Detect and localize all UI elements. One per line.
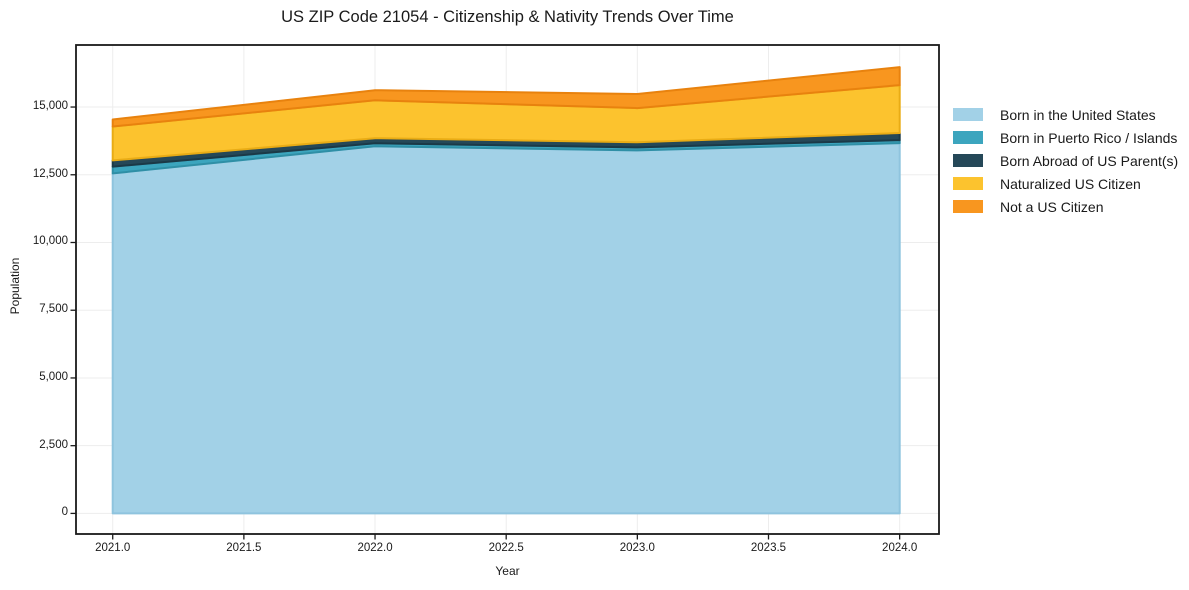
legend-item: Born Abroad of US Parent(s) [953, 149, 1178, 172]
x-tick-label: 2021.0 [95, 542, 131, 554]
area-layer-0 [111, 142, 901, 515]
y-tick-label: 5,000 [39, 370, 68, 383]
y-tick-label: 7,500 [39, 303, 68, 316]
chart-title: US ZIP Code 21054 - Citizenship & Nativi… [281, 8, 734, 26]
y-tick-label: 10,000 [32, 235, 68, 248]
legend-item: Born in the United States [953, 103, 1178, 126]
legend-label: Born in Puerto Rico / Islands [1000, 129, 1178, 146]
legend-swatch [953, 200, 983, 213]
legend-swatch [953, 108, 983, 121]
x-tick-label: 2023.5 [750, 542, 787, 554]
legend-swatch [953, 177, 983, 190]
legend-item: Not a US Citizen [953, 195, 1178, 218]
legend-label: Born Abroad of US Parent(s) [1000, 152, 1179, 169]
x-tick-label: 2022.5 [488, 542, 524, 554]
y-tick-label: 12,500 [32, 167, 68, 180]
legend: Born in the United States Born in Puerto … [953, 103, 1178, 218]
legend-item: Born in Puerto Rico / Islands [953, 126, 1178, 149]
legend-item: Naturalized US Citizen [953, 172, 1178, 195]
x-tick-label: 2021.5 [226, 542, 262, 554]
y-tick-label: 0 [61, 506, 68, 519]
x-axis-label: Year [495, 564, 520, 578]
x-tick-label: 2024.0 [882, 542, 918, 554]
y-tick-label: 2,500 [39, 438, 68, 451]
y-tick-label: 15,000 [32, 100, 68, 113]
legend-swatch [953, 154, 983, 167]
legend-swatch [953, 131, 983, 144]
y-axis-label: Population [8, 257, 22, 315]
legend-label: Born in the United States [1000, 106, 1156, 123]
x-tick-label: 2022.0 [357, 542, 393, 554]
legend-label: Not a US Citizen [1000, 198, 1104, 215]
plot-frame [75, 44, 940, 535]
x-tick-label: 2023.0 [619, 542, 655, 554]
area-layer-4 [111, 66, 901, 128]
legend-label: Naturalized US Citizen [1000, 175, 1141, 192]
